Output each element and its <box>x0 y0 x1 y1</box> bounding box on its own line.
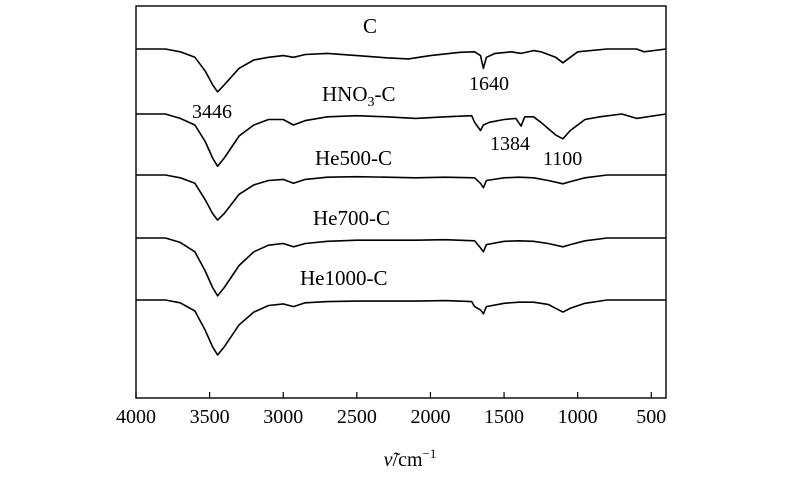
x-tick-label-2000: 2000 <box>410 406 450 428</box>
plot-frame <box>135 5 667 399</box>
series-label-he700-c: He700-C <box>313 206 390 230</box>
spectrum-line-4 <box>136 299 666 356</box>
x-tick-label-500: 500 <box>636 406 666 428</box>
x-tick-label-4000: 4000 <box>116 406 156 428</box>
spectrum-line-2 <box>136 174 666 221</box>
x-axis-exp: −1 <box>423 446 437 461</box>
spectrum-line-1 <box>136 113 667 168</box>
x-tick-label-3000: 3000 <box>263 406 303 428</box>
series-label-hno3-main: HNO <box>322 82 368 106</box>
series-label-hno3-tail: -C <box>375 82 396 106</box>
x-tick-label-2500: 2500 <box>337 406 377 428</box>
series-label-hno3-c: HNO3-C <box>322 82 396 110</box>
x-axis-unit: /cm <box>393 449 423 471</box>
x-tick-label-3500: 3500 <box>190 406 230 428</box>
series-label-c: C <box>363 14 377 38</box>
annotation-1640: 1640 <box>469 73 509 95</box>
series-label-he1000-c: He1000-C <box>300 266 388 290</box>
annotation-1384: 1384 <box>490 133 530 155</box>
x-tick-label-1500: 1500 <box>484 406 524 428</box>
series-label-hno3-sub: 3 <box>368 95 375 110</box>
x-ticks: 4000 3500 3000 2500 2000 1500 1000 500 <box>116 392 666 428</box>
x-axis-title: ν̃/cm−1 <box>384 446 437 471</box>
spectra <box>136 48 667 356</box>
x-tick-label-1000: 1000 <box>558 406 598 428</box>
spectrum-line-3 <box>136 237 666 297</box>
annotation-3446: 3446 <box>192 101 232 123</box>
spectrum-line-0 <box>136 48 667 93</box>
annotation-1100: 1100 <box>543 148 582 170</box>
series-label-he500-c: He500-C <box>315 146 392 170</box>
